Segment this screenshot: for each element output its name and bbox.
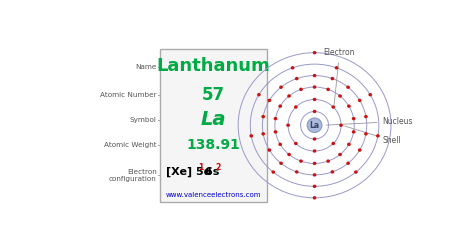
- Text: Electron
configuration: Electron configuration: [109, 169, 156, 182]
- Ellipse shape: [347, 143, 351, 146]
- Text: 1: 1: [198, 163, 203, 172]
- Ellipse shape: [307, 118, 322, 132]
- Text: www.valenceelectrons.com: www.valenceelectrons.com: [166, 192, 261, 198]
- Text: 138.91: 138.91: [187, 138, 240, 152]
- Ellipse shape: [335, 66, 338, 69]
- Text: Symbol: Symbol: [130, 117, 156, 123]
- Ellipse shape: [299, 88, 303, 91]
- Text: La: La: [310, 121, 319, 130]
- Ellipse shape: [294, 105, 298, 109]
- FancyBboxPatch shape: [160, 49, 267, 202]
- Ellipse shape: [330, 170, 334, 174]
- Ellipse shape: [273, 130, 277, 134]
- Ellipse shape: [257, 93, 261, 96]
- Ellipse shape: [313, 173, 316, 177]
- Ellipse shape: [313, 110, 316, 113]
- Ellipse shape: [331, 105, 335, 109]
- Text: [Xe] 5d: [Xe] 5d: [166, 167, 211, 177]
- Ellipse shape: [279, 161, 283, 165]
- Ellipse shape: [295, 170, 299, 174]
- Text: Shell: Shell: [345, 126, 401, 145]
- Ellipse shape: [368, 93, 372, 96]
- Text: 57: 57: [202, 86, 225, 104]
- Ellipse shape: [338, 94, 342, 98]
- Ellipse shape: [352, 130, 356, 134]
- Ellipse shape: [294, 142, 298, 145]
- Ellipse shape: [352, 117, 356, 120]
- Text: Electron: Electron: [324, 48, 355, 105]
- Ellipse shape: [364, 132, 368, 136]
- Ellipse shape: [291, 66, 294, 69]
- Ellipse shape: [313, 149, 316, 153]
- Text: 2: 2: [216, 163, 221, 172]
- Ellipse shape: [313, 162, 316, 165]
- Ellipse shape: [313, 98, 316, 101]
- Ellipse shape: [313, 51, 316, 54]
- Ellipse shape: [273, 117, 277, 120]
- Ellipse shape: [278, 104, 282, 108]
- Ellipse shape: [364, 115, 368, 118]
- Ellipse shape: [295, 77, 299, 80]
- Text: Atomic Weight: Atomic Weight: [104, 142, 156, 148]
- Ellipse shape: [326, 159, 330, 163]
- Ellipse shape: [313, 85, 316, 89]
- Ellipse shape: [249, 134, 253, 138]
- Ellipse shape: [272, 170, 275, 174]
- Ellipse shape: [261, 115, 265, 118]
- Ellipse shape: [313, 196, 316, 200]
- Ellipse shape: [346, 86, 350, 89]
- Ellipse shape: [347, 104, 351, 108]
- Ellipse shape: [376, 134, 380, 138]
- Ellipse shape: [278, 143, 282, 146]
- Ellipse shape: [326, 88, 330, 91]
- Text: Atomic Number: Atomic Number: [100, 92, 156, 98]
- Ellipse shape: [267, 99, 271, 102]
- Text: Name: Name: [135, 64, 156, 70]
- Ellipse shape: [358, 148, 362, 152]
- Ellipse shape: [299, 159, 303, 163]
- Text: Nucleus: Nucleus: [327, 117, 413, 126]
- Text: La: La: [201, 110, 226, 129]
- Ellipse shape: [313, 74, 316, 77]
- Text: Lanthanum: Lanthanum: [157, 57, 270, 75]
- Ellipse shape: [339, 124, 343, 127]
- Ellipse shape: [338, 153, 342, 156]
- Text: 6s: 6s: [201, 167, 219, 177]
- Ellipse shape: [287, 94, 291, 98]
- Ellipse shape: [279, 86, 283, 89]
- Ellipse shape: [287, 153, 291, 156]
- Ellipse shape: [261, 132, 265, 136]
- Ellipse shape: [330, 77, 334, 80]
- Ellipse shape: [346, 161, 350, 165]
- Ellipse shape: [354, 170, 358, 174]
- Ellipse shape: [331, 142, 335, 145]
- Ellipse shape: [267, 148, 271, 152]
- Ellipse shape: [313, 137, 316, 141]
- Ellipse shape: [358, 99, 362, 102]
- Ellipse shape: [313, 185, 316, 188]
- Ellipse shape: [286, 124, 290, 127]
